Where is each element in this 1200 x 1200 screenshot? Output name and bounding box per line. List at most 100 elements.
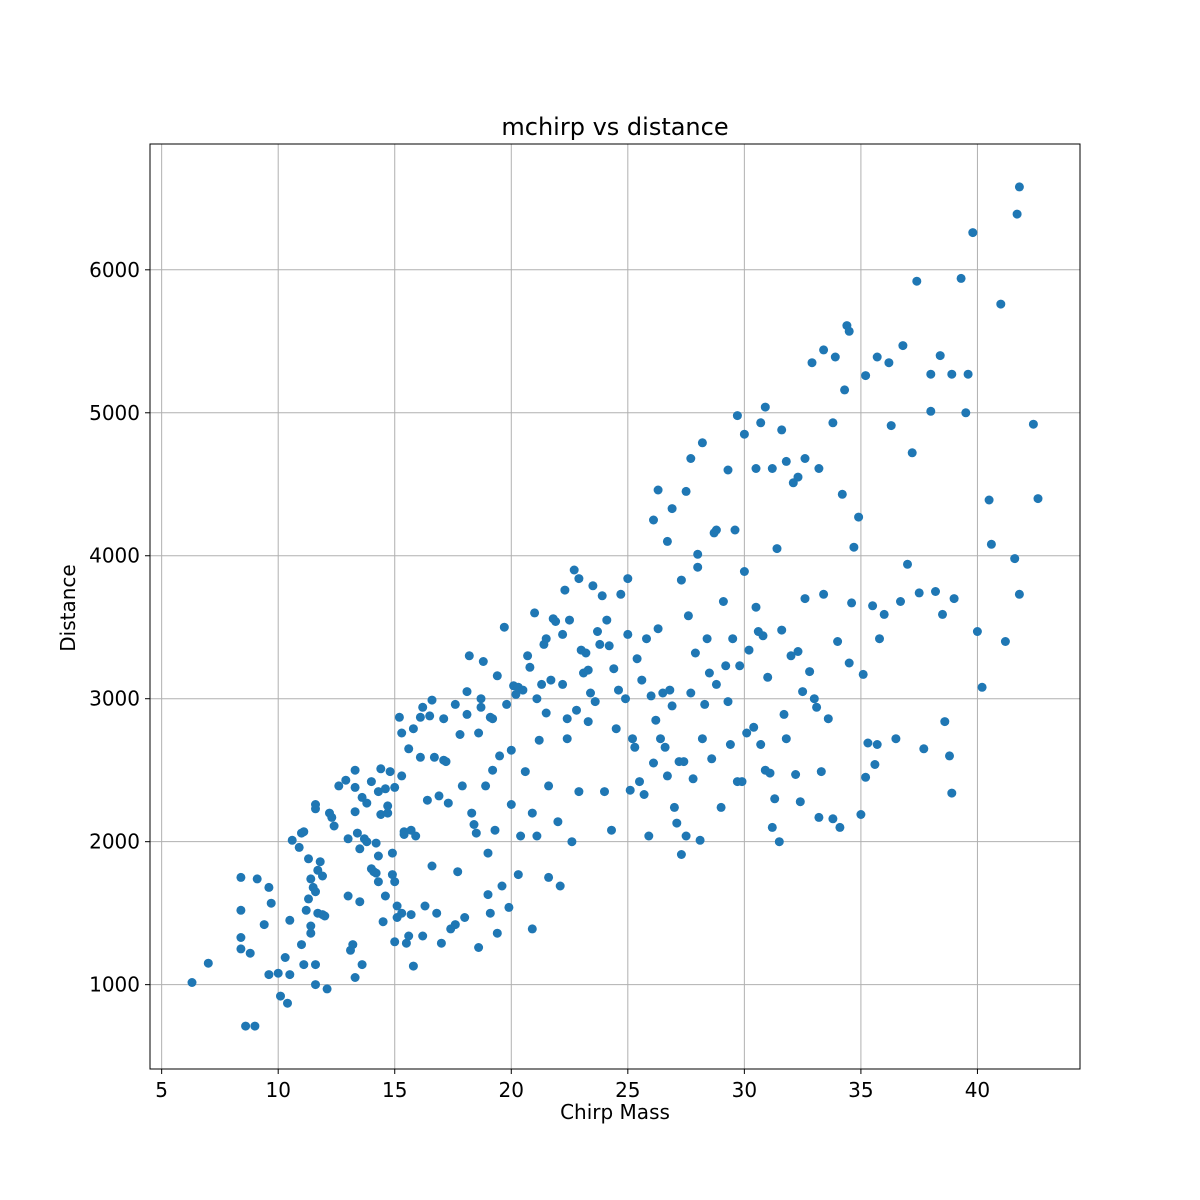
data-point — [595, 639, 605, 649]
data-point — [532, 694, 542, 704]
data-point — [977, 682, 987, 692]
data-point — [756, 418, 766, 428]
data-point — [304, 894, 313, 904]
data-point — [432, 908, 442, 918]
x-tick-label: 35 — [848, 1078, 873, 1102]
data-point — [723, 697, 733, 707]
data-point — [891, 734, 901, 744]
data-point — [807, 358, 817, 368]
data-point — [658, 688, 668, 698]
data-point — [690, 648, 700, 658]
x-tick-label: 40 — [965, 1078, 990, 1102]
data-point — [835, 822, 845, 832]
data-point — [777, 425, 787, 435]
data-point — [781, 456, 791, 466]
data-point — [844, 658, 854, 668]
data-point — [355, 897, 365, 907]
data-point — [541, 708, 551, 718]
data-point — [1014, 182, 1024, 192]
data-point — [963, 369, 973, 379]
data-point — [711, 679, 721, 689]
data-point — [555, 881, 565, 891]
data-point — [931, 587, 940, 596]
data-point — [551, 617, 561, 626]
data-point — [1014, 589, 1024, 599]
data-point — [434, 791, 444, 801]
data-point — [730, 525, 740, 535]
data-point — [816, 767, 826, 777]
data-point — [565, 615, 574, 625]
data-point — [593, 627, 602, 636]
data-point — [879, 609, 889, 619]
data-point — [637, 675, 647, 685]
data-point — [366, 777, 376, 787]
data-point — [756, 740, 766, 749]
data-point — [1033, 494, 1043, 504]
data-point — [236, 944, 246, 954]
data-point — [798, 687, 808, 697]
data-point — [940, 717, 950, 727]
plot-frame — [149, 143, 1081, 1070]
x-axis: 5 10 15 20 25 30 35 40 — [155, 1069, 990, 1102]
data-point — [306, 874, 316, 884]
data-point — [471, 828, 481, 838]
data-point — [907, 448, 917, 458]
data-point — [280, 953, 290, 962]
data-point — [520, 767, 530, 777]
data-point — [420, 901, 430, 911]
data-point — [408, 724, 418, 734]
data-point — [630, 742, 640, 752]
data-point — [350, 973, 360, 982]
data-point — [506, 745, 516, 755]
data-point — [572, 705, 581, 715]
data-point — [814, 464, 824, 473]
data-point — [357, 960, 367, 970]
data-point — [884, 358, 894, 368]
data-point — [476, 694, 486, 704]
data-point — [635, 777, 644, 787]
data-point — [518, 685, 528, 695]
data-point — [919, 744, 929, 754]
data-point — [513, 870, 523, 880]
data-point — [662, 536, 672, 546]
data-point — [672, 818, 682, 828]
data-point — [404, 931, 414, 941]
data-point — [311, 887, 320, 897]
data-point — [812, 702, 822, 712]
data-point — [478, 657, 488, 666]
data-point — [616, 589, 626, 599]
data-point — [352, 828, 362, 838]
data-point — [569, 565, 579, 575]
data-point — [856, 810, 866, 819]
data-point — [681, 831, 691, 841]
data-point — [649, 758, 658, 768]
data-point — [492, 928, 502, 938]
data-point — [485, 908, 495, 918]
data-point — [707, 754, 717, 764]
data-point — [660, 742, 670, 752]
data-point — [380, 784, 390, 794]
data-point — [823, 714, 833, 724]
data-point — [760, 402, 770, 412]
data-point — [1000, 637, 1010, 646]
data-point — [236, 872, 246, 882]
data-point — [285, 970, 295, 980]
data-point — [676, 850, 686, 859]
data-point — [583, 717, 593, 727]
data-point — [711, 525, 721, 535]
data-point — [679, 757, 689, 767]
data-point — [376, 810, 386, 819]
data-point — [956, 273, 966, 283]
data-point — [299, 827, 309, 837]
data-point — [387, 848, 397, 858]
data-point — [422, 795, 432, 805]
data-point — [371, 838, 381, 848]
data-point — [301, 905, 311, 915]
data-point — [947, 369, 957, 379]
data-point — [436, 938, 446, 948]
data-point — [329, 821, 339, 831]
data-point — [187, 978, 197, 987]
data-point — [455, 730, 465, 739]
data-point — [532, 831, 542, 841]
data-point — [483, 890, 493, 900]
